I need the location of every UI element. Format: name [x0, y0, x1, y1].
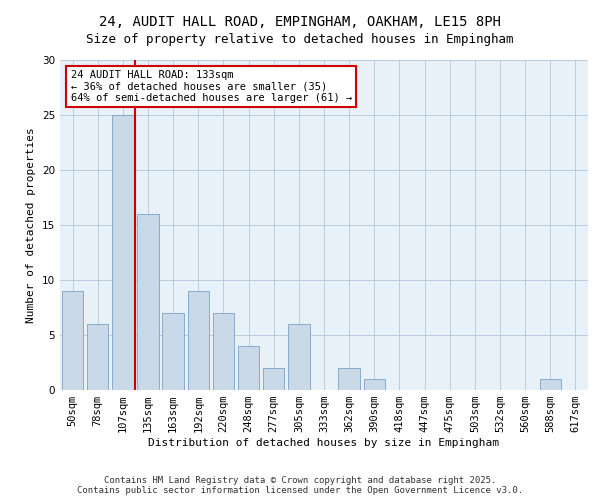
Bar: [238, 346, 259, 390]
Text: Contains HM Land Registry data © Crown copyright and database right 2025.
Contai: Contains HM Land Registry data © Crown c…: [77, 476, 523, 495]
Text: 24, AUDIT HALL ROAD, EMPINGHAM, OAKHAM, LE15 8PH: 24, AUDIT HALL ROAD, EMPINGHAM, OAKHAM, …: [99, 15, 501, 29]
Bar: [539, 379, 561, 390]
Y-axis label: Number of detached properties: Number of detached properties: [26, 127, 37, 323]
Bar: [87, 324, 109, 390]
Text: Size of property relative to detached houses in Empingham: Size of property relative to detached ho…: [86, 32, 514, 46]
Bar: [288, 324, 310, 390]
Bar: [263, 368, 284, 390]
Bar: [62, 291, 83, 390]
Bar: [364, 379, 385, 390]
Bar: [163, 313, 184, 390]
Bar: [137, 214, 158, 390]
Bar: [213, 313, 234, 390]
Bar: [112, 115, 134, 390]
X-axis label: Distribution of detached houses by size in Empingham: Distribution of detached houses by size …: [149, 438, 499, 448]
Bar: [188, 291, 209, 390]
Text: 24 AUDIT HALL ROAD: 133sqm
← 36% of detached houses are smaller (35)
64% of semi: 24 AUDIT HALL ROAD: 133sqm ← 36% of deta…: [71, 70, 352, 103]
Bar: [338, 368, 360, 390]
